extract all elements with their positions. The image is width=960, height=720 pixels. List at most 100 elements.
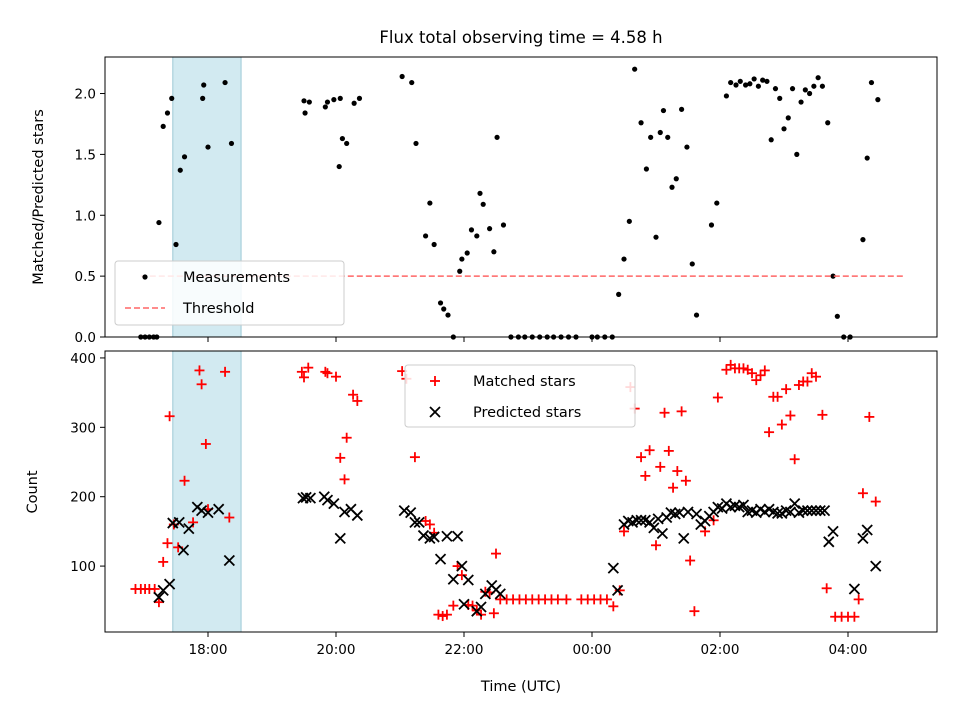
matched-stars-point: [448, 600, 459, 611]
measurement-point: [819, 83, 826, 89]
predicted-stars-point: [801, 504, 814, 517]
predicted-stars-point: [631, 514, 643, 526]
top-panel: 0.00.51.01.52.0 Matched/Predicted stars …: [31, 56, 938, 346]
bottom-legend: Matched stars Predicted stars: [404, 364, 636, 428]
measurement-point: [331, 97, 337, 103]
measurement-point: [494, 134, 500, 140]
measurement-point: [789, 86, 796, 92]
bottom-y-axis-label: Count: [25, 470, 41, 513]
matched-stars-point: [619, 526, 629, 537]
matched-stars-point: [659, 407, 670, 418]
bottom-legend-box: [404, 364, 636, 428]
measurement-point: [728, 79, 734, 86]
measurement-point: [768, 137, 774, 143]
measurement-point: [427, 200, 433, 206]
top-legend-box: [114, 260, 345, 326]
measurement-point: [468, 227, 475, 233]
measurement-point: [339, 135, 345, 142]
measurement-point: [160, 123, 166, 129]
measurement-point: [445, 312, 451, 318]
measurement-point: [825, 120, 831, 126]
matched-stars-point: [320, 366, 331, 377]
measurement-point: [660, 107, 667, 114]
legend-label: Threshold: [182, 301, 254, 317]
matched-stars-point: [608, 601, 619, 612]
matched-stars-point: [857, 488, 868, 499]
matched-stars-point: [299, 372, 309, 383]
measurement-point: [156, 219, 162, 226]
measurement-point: [684, 144, 690, 150]
measurement-point: [169, 95, 175, 101]
predicted-stars-point: [607, 562, 619, 574]
predicted-stars-point: [163, 578, 176, 590]
predicted-stars-point: [202, 507, 214, 519]
matched-stars-point: [764, 427, 775, 438]
measurement-point: [222, 79, 228, 86]
measurement-point: [632, 66, 638, 72]
measurement-point: [657, 129, 663, 136]
bottom-y-tick-label: 100: [70, 559, 96, 575]
bottom-panel: 100 200 300 400 18:00 20:00 22:00 00:00 02:00 04…: [25, 350, 938, 658]
measurement-point: [815, 75, 821, 81]
matched-stars-point: [668, 482, 679, 493]
measurement-point: [500, 222, 507, 228]
predicted-stars-point: [409, 516, 421, 529]
x-tick-label: 00:00: [573, 642, 612, 658]
matched-stars-point: [164, 411, 175, 422]
x-tick-label: 02:00: [701, 642, 740, 658]
bottom-y-tick-label: 200: [70, 490, 96, 506]
measurement-point: [751, 76, 757, 82]
matched-stars-point: [491, 548, 501, 559]
top-y-tick-label: 2.0: [75, 87, 96, 103]
measurement-point: [772, 86, 779, 92]
top-x-ticks: [207, 337, 849, 342]
top-y-axis-label: Matched/Predicted stars: [31, 109, 47, 285]
matched-stars-point: [817, 409, 828, 420]
matched-stars-point: [811, 371, 821, 382]
matched-stars-point: [747, 368, 757, 379]
matched-stars-point: [864, 411, 875, 422]
legend-label: Measurements: [183, 270, 290, 286]
legend-label: Predicted stars: [473, 405, 581, 421]
predicted-stars-point: [818, 504, 831, 517]
matched-stars-point: [802, 376, 813, 387]
measurement-point: [487, 226, 493, 232]
predicted-stars-point: [737, 499, 750, 511]
measurement-point: [621, 256, 627, 262]
measurement-point: [747, 81, 753, 87]
measurement-point: [464, 250, 470, 256]
measurement-point: [794, 151, 800, 157]
predicted-stars-point: [338, 506, 351, 518]
measurement-point: [864, 155, 870, 161]
measurement-point: [737, 78, 743, 84]
matched-stars-point: [335, 452, 346, 463]
measurement-point: [785, 115, 791, 121]
legend-predicted-stars-marker: [429, 406, 441, 418]
measurement-point: [643, 166, 650, 172]
measurement-point: [708, 222, 715, 228]
top-legend: Measurements Threshold: [114, 260, 345, 326]
measurement-point: [459, 256, 465, 262]
measurement-point: [777, 95, 783, 101]
top-y-tick-label: 1.5: [75, 147, 96, 163]
figure-title: Flux total observing time = 4.58 h: [379, 28, 662, 47]
predicted-stars-point: [405, 507, 417, 519]
matched-stars-point: [680, 475, 691, 486]
predicted-stars-point: [451, 530, 464, 542]
matched-stars-point: [636, 452, 647, 463]
measurement-point: [875, 97, 881, 103]
matched-stars-point: [776, 419, 787, 430]
predicted-stars-point: [398, 504, 410, 517]
measurement-point: [356, 95, 363, 101]
predicted-stars-point: [797, 504, 809, 517]
matched-stars-point: [738, 363, 749, 374]
measurement-point: [755, 83, 762, 89]
matched-stars-point: [712, 392, 723, 403]
matched-stars-point: [759, 365, 770, 376]
matched-stars-point: [188, 517, 199, 528]
predicted-stars-point: [441, 530, 453, 542]
measurement-point: [201, 82, 207, 88]
measurement-point: [441, 306, 447, 312]
matched-stars-point: [614, 585, 625, 596]
